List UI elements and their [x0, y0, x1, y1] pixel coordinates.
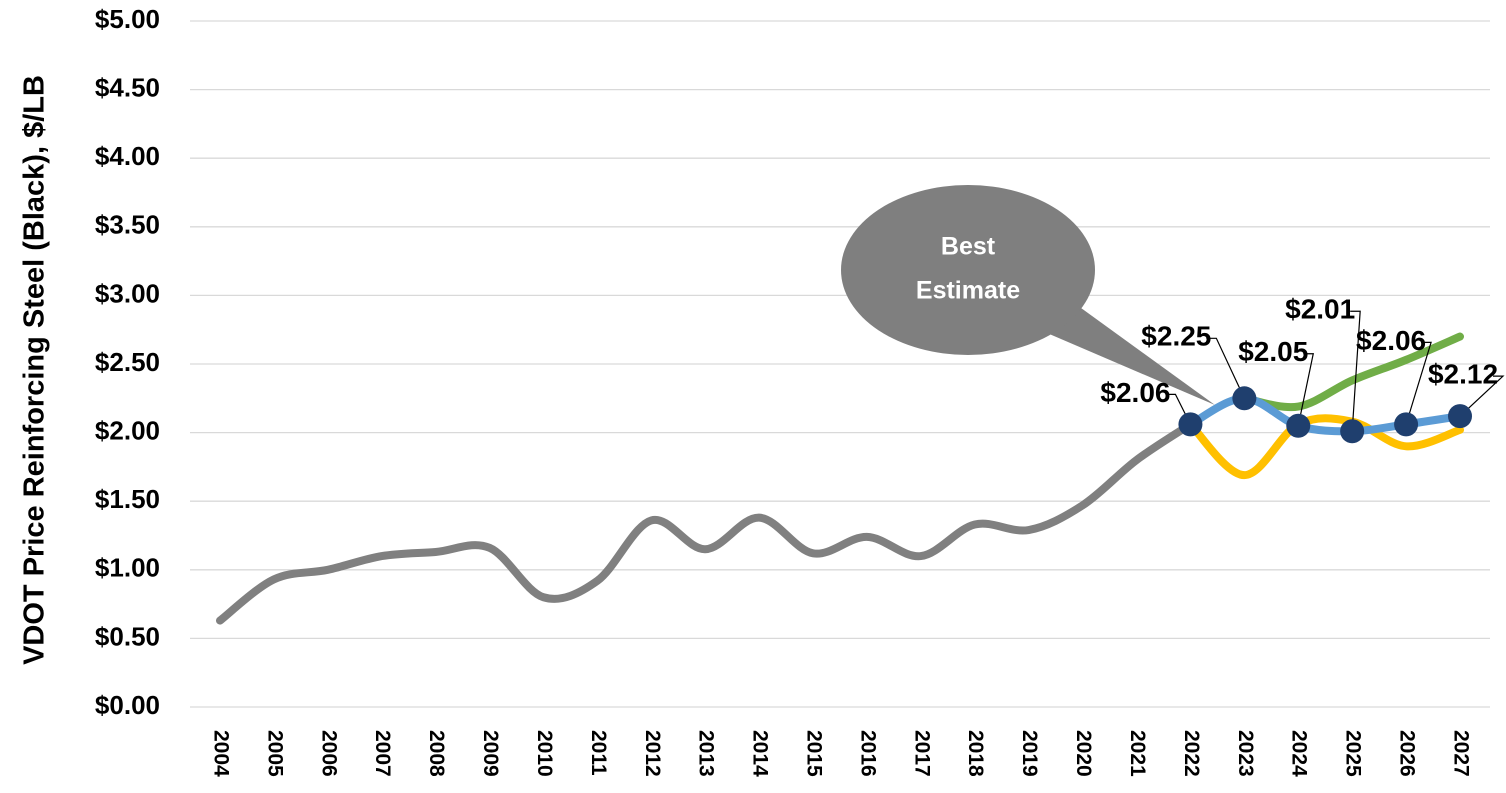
- leader-line: [1206, 337, 1245, 399]
- marker: [1448, 404, 1472, 429]
- leader-line: [1459, 375, 1505, 417]
- x-tick-label: 2012: [641, 730, 664, 777]
- x-tick-label: 2008: [425, 730, 448, 777]
- y-tick-label: $5.00: [95, 4, 160, 34]
- marker: [1286, 413, 1311, 438]
- y-tick-label: $0.00: [95, 690, 160, 720]
- callout: [1040, 300, 1215, 405]
- x-tick-label: 2019: [1018, 730, 1041, 777]
- series-line: [216, 420, 1195, 625]
- x-tick-label: 2007: [371, 730, 394, 777]
- x-tick-label: 2015: [802, 730, 825, 777]
- y-tick-label: $3.50: [95, 210, 160, 240]
- callout-text: Best: [941, 233, 996, 261]
- x-tick-label: 2005: [263, 730, 286, 777]
- leader-line: [1350, 310, 1361, 432]
- x-tick-label: 2017: [910, 730, 933, 777]
- y-tick-label: $3.00: [95, 278, 160, 308]
- y-tick-label: $4.00: [95, 141, 160, 171]
- value-label: $2.01: [1285, 294, 1355, 325]
- x-tick-label: 2026: [1396, 730, 1419, 777]
- series-line: [1240, 332, 1464, 412]
- x-tick-label: 2010: [533, 730, 556, 777]
- callout-bubble: [841, 185, 1095, 355]
- x-tick-label: 2006: [317, 730, 340, 777]
- x-tick-label: 2020: [1072, 730, 1095, 777]
- y-axis-label: VDOT Price Reinforcing Steel (Black), $/…: [19, 75, 51, 665]
- y-tick-label: $1.00: [95, 553, 160, 583]
- y-tick-label: $2.00: [95, 415, 160, 445]
- value-label: $2.12: [1428, 359, 1498, 390]
- x-tick-label: 2024: [1288, 730, 1311, 777]
- callout-text: Estimate: [916, 277, 1020, 305]
- marker: [1340, 419, 1365, 444]
- series-line: [1186, 414, 1464, 480]
- x-tick-label: 2021: [1126, 730, 1149, 777]
- value-label: $2.06: [1356, 325, 1426, 356]
- y-tick-label: $4.50: [95, 72, 160, 102]
- marker: [1232, 386, 1257, 411]
- leader-line: [1405, 341, 1432, 425]
- x-tick-label: 2025: [1342, 730, 1365, 777]
- y-tick-label: $1.50: [95, 484, 160, 514]
- value-label: $2.05: [1238, 336, 1308, 367]
- marker: [1394, 412, 1419, 437]
- x-tick-label: 2004: [209, 730, 232, 777]
- x-tick-label: 2009: [479, 730, 502, 777]
- x-tick-label: 2018: [964, 730, 987, 777]
- x-tick-label: 2013: [695, 730, 718, 777]
- x-tick-label: 2014: [749, 730, 772, 777]
- x-tick-label: 2022: [1180, 730, 1203, 777]
- x-tick-label: 2011: [587, 730, 610, 776]
- y-tick-label: $0.50: [95, 621, 160, 651]
- marker: [1178, 412, 1203, 437]
- value-label: $2.25: [1141, 321, 1211, 352]
- x-tick-label: 2027: [1449, 730, 1472, 777]
- x-tick-label: 2023: [1234, 730, 1257, 777]
- x-tick-label: 2016: [856, 730, 879, 777]
- leader-line: [1297, 353, 1314, 426]
- value-label: $2.06: [1100, 377, 1170, 408]
- y-tick-label: $2.50: [95, 347, 160, 377]
